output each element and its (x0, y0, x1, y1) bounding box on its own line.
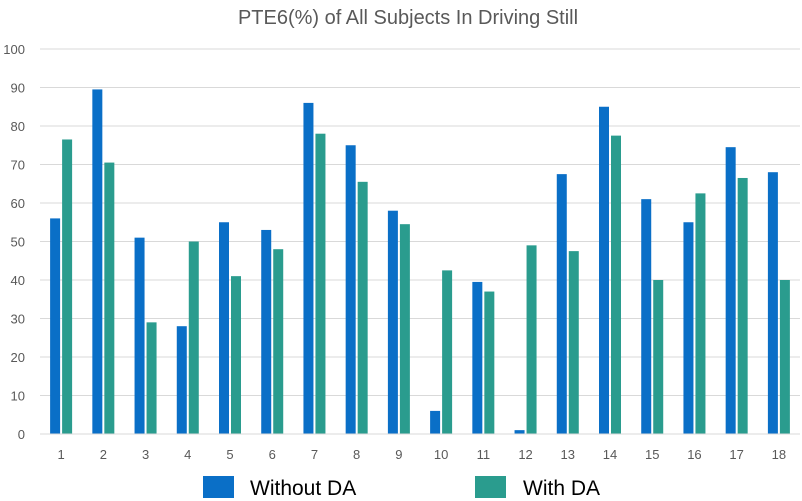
bar-without-da-10 (430, 410, 441, 434)
bar-with-da-10 (442, 270, 453, 434)
bar-with-da-9 (399, 224, 410, 434)
legend: Without DA With DA (203, 476, 600, 500)
y-tick-label: 30 (11, 312, 25, 327)
y-tick-label: 100 (3, 42, 25, 57)
x-tick-label: 13 (561, 447, 575, 462)
bar-without-da-17 (725, 147, 736, 435)
x-tick-label: 18 (772, 447, 786, 462)
bar-without-da-3 (134, 237, 145, 434)
bar-without-da-16 (683, 222, 694, 434)
bar-without-da-11 (472, 281, 483, 434)
legend-swatch-without-da (203, 476, 234, 498)
x-tick-label: 3 (142, 447, 149, 462)
x-tick-label: 5 (226, 447, 233, 462)
x-tick-label: 4 (184, 447, 191, 462)
bar-without-da-5 (219, 222, 229, 434)
bar-with-da-12 (526, 245, 537, 434)
bar-without-da-9 (387, 210, 398, 434)
y-tick-label: 0 (18, 427, 25, 442)
legend-swatch-with-da (475, 476, 506, 498)
bar-with-da-13 (568, 251, 579, 434)
bar-with-da-2 (104, 162, 115, 434)
y-tick-label: 10 (11, 389, 25, 404)
x-tick-label: 14 (603, 447, 617, 462)
x-tick-label: 10 (434, 447, 448, 462)
chart-title: PTE6(%) of All Subjects In Driving Still (238, 7, 578, 29)
x-tick-label: 17 (729, 447, 743, 462)
x-tick-label: 7 (311, 447, 318, 462)
bar-with-da-15 (653, 280, 664, 434)
bar-without-da-2 (92, 89, 103, 435)
bar-with-da-4 (188, 241, 199, 434)
bar-with-da-14 (611, 135, 621, 434)
legend-label-without-da: Without DA (250, 477, 356, 500)
bar-with-da-11 (484, 291, 495, 434)
y-tick-label: 40 (11, 273, 25, 288)
y-tick-label: 50 (11, 235, 25, 250)
x-tick-label: 16 (687, 447, 701, 462)
bar-without-da-8 (345, 145, 356, 434)
x-tick-label: 1 (57, 447, 64, 462)
bar-without-da-1 (50, 218, 61, 434)
bar-without-da-14 (599, 106, 609, 434)
y-tick-label: 20 (11, 350, 25, 365)
bar-without-da-13 (556, 174, 567, 434)
y-tick-label: 80 (11, 119, 25, 134)
x-tick-label: 8 (353, 447, 360, 462)
x-axis-ticks: 1 2 3 4 5 6 7 8 9 10 11 12 13 14 15 16 17 18 (57, 447, 786, 462)
x-tick-label: 11 (477, 447, 491, 462)
y-tick-label: 90 (11, 81, 25, 96)
x-tick-label: 15 (645, 447, 659, 462)
x-tick-label: 12 (518, 447, 532, 462)
x-tick-label: 9 (395, 447, 402, 462)
y-tick-label: 60 (11, 196, 25, 211)
y-axis-ticks: 0 10 20 30 40 50 60 70 80 90 100 (3, 42, 25, 442)
bars (50, 89, 790, 435)
y-tick-label: 70 (11, 158, 25, 173)
bar-with-da-18 (779, 280, 790, 434)
bar-without-da-12 (514, 430, 525, 434)
x-tick-label: 2 (100, 447, 107, 462)
bar-with-da-1 (62, 139, 73, 434)
bar-with-da-7 (315, 133, 326, 434)
bar-without-da-18 (767, 172, 778, 434)
x-tick-label: 6 (269, 447, 276, 462)
bar-with-da-5 (231, 276, 241, 434)
bar-with-da-6 (273, 249, 284, 434)
gridlines (40, 48, 800, 396)
bar-without-da-4 (176, 326, 187, 434)
bar-with-da-8 (357, 181, 368, 434)
bar-without-da-15 (641, 199, 652, 434)
bar-with-da-17 (737, 177, 748, 434)
legend-label-with-da: With DA (523, 477, 600, 500)
bar-with-da-16 (695, 193, 706, 434)
bar-without-da-7 (303, 102, 314, 435)
bar-with-da-3 (146, 322, 157, 434)
bar-without-da-6 (261, 229, 272, 434)
